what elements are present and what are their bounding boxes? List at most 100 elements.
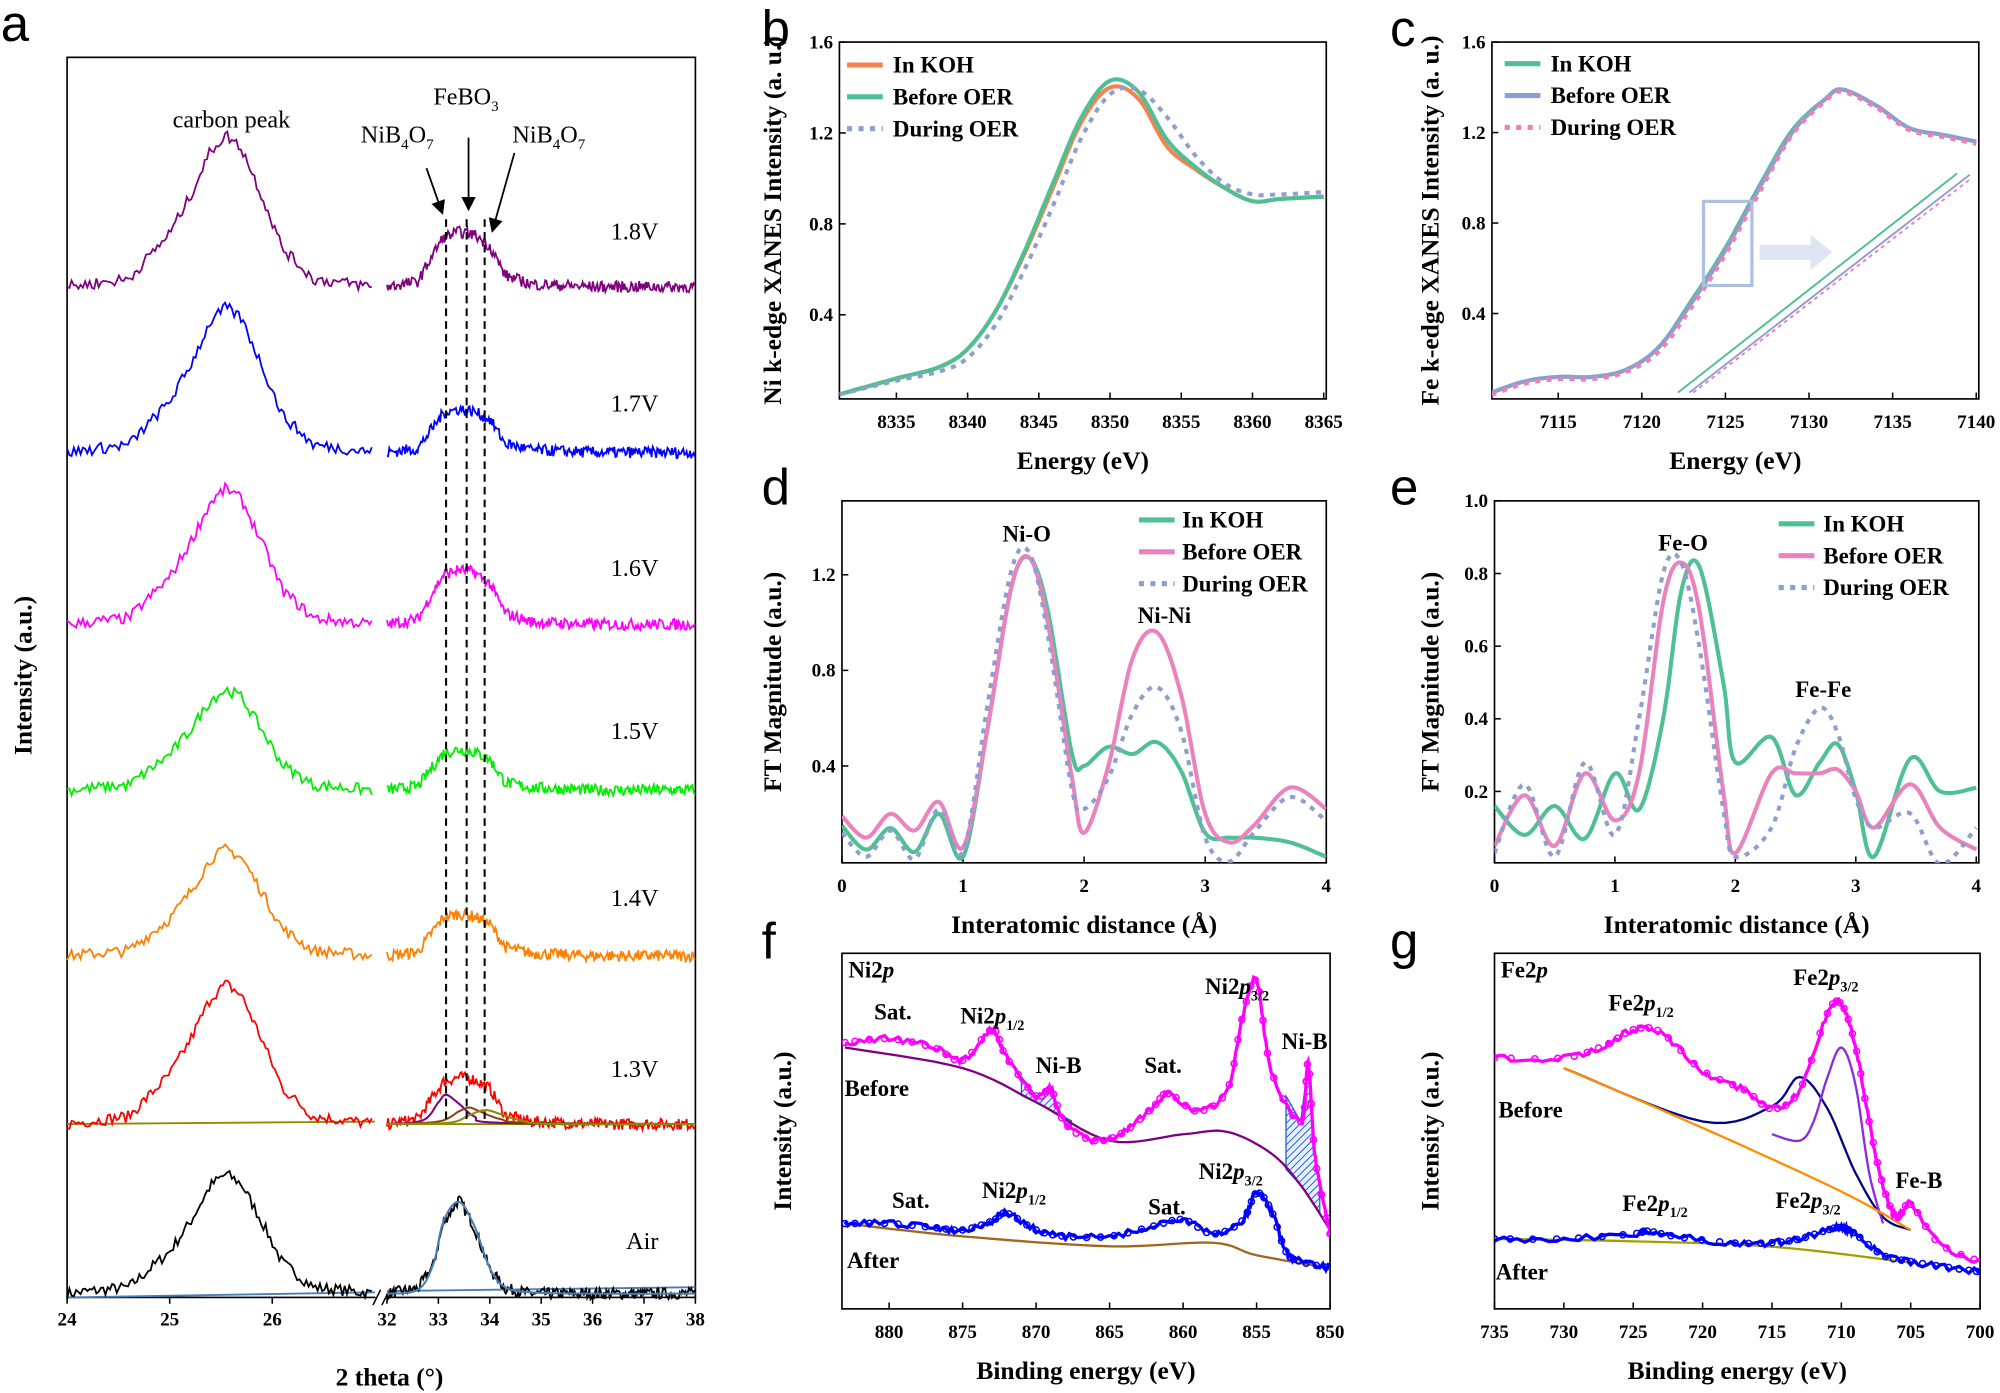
data-point <box>1810 1230 1819 1239</box>
data-point <box>1604 1039 1613 1048</box>
data-point <box>1667 1231 1675 1240</box>
voltage-label-1.5V: 1.5V <box>611 718 659 745</box>
data-point <box>1185 1217 1193 1226</box>
data-point <box>1677 1046 1685 1055</box>
inset-line <box>1688 173 1971 394</box>
data-point <box>950 1226 959 1234</box>
label-fe2p32-before: Fe2p3/2 <box>1793 965 1858 995</box>
xrd-line <box>386 403 696 460</box>
data-point <box>1181 1101 1190 1110</box>
label-after: After <box>1496 1260 1548 1285</box>
data-point <box>1873 1158 1882 1167</box>
x-tick-label: 8355 <box>1162 412 1200 433</box>
data-point <box>1211 1229 1220 1238</box>
y-tick-label: 0.2 <box>1464 782 1488 803</box>
series-During-OER <box>839 85 1324 397</box>
x-tick-label: 26 <box>263 1309 282 1330</box>
x-tick-label: 3 <box>1851 876 1861 897</box>
data-point <box>1069 1233 1078 1241</box>
y-axis-label: Intensity (a.u.) <box>8 596 37 755</box>
label-fe2p32-after: Fe2p3/2 <box>1775 1188 1840 1218</box>
data-point <box>1553 1054 1562 1063</box>
series-Before-OER <box>1494 560 1978 856</box>
voltage-label-1.6V: 1.6V <box>611 555 659 582</box>
data-point <box>1942 1244 1951 1252</box>
data-point <box>1897 1208 1906 1217</box>
data-point <box>1932 1261 1940 1270</box>
data-point <box>1294 1257 1303 1265</box>
data-point <box>1921 1222 1930 1231</box>
y-tick-label: 0.4 <box>1462 304 1486 325</box>
x-axis-label: Energy (eV) <box>1017 446 1149 475</box>
data-point <box>1117 1129 1126 1138</box>
data-point <box>1124 1228 1132 1237</box>
panel-e-fe-ft: 0 1 2 3 4 0.2 0.4 0.6 0.8 1.0 Interatomic distance… <box>1415 491 1981 939</box>
data-point <box>1507 1054 1515 1063</box>
data-point <box>1072 1129 1081 1137</box>
data-point <box>1955 1265 1964 1273</box>
x-tick-label: 715 <box>1758 1322 1787 1343</box>
x-tick-label: 7140 <box>1957 412 1995 433</box>
data-point <box>1749 1092 1758 1101</box>
data-point <box>1081 1134 1090 1142</box>
y-tick-label: 0.8 <box>812 661 836 682</box>
peak-fit-curve <box>386 1200 696 1295</box>
x-tick-label: 730 <box>1550 1322 1579 1343</box>
data-point <box>1807 1056 1816 1065</box>
data-point <box>1744 1239 1753 1248</box>
data-point <box>1230 1223 1238 1231</box>
label-sat1: Sat. <box>874 1000 912 1025</box>
plot-frame <box>841 952 1331 1310</box>
data-point <box>958 1226 967 1234</box>
label-ni2p32-after: Ni2p3/2 <box>1199 1159 1263 1189</box>
panel-letter-g: g <box>1390 912 1418 969</box>
fit-component <box>1563 1067 1912 1231</box>
data-point <box>1305 1070 1314 1078</box>
data-point <box>1242 997 1251 1006</box>
x-axis-label: Interatomic distance (Å) <box>951 910 1217 939</box>
data-point <box>1099 1136 1108 1145</box>
label-nib1: Ni-B <box>1036 1053 1082 1078</box>
data-point <box>1657 1229 1665 1238</box>
x-tick-label: 34 <box>480 1309 500 1330</box>
x-tick-label: 725 <box>1619 1322 1648 1343</box>
x-axis-label: Binding energy (eV) <box>976 1356 1195 1385</box>
data-point <box>1728 1080 1737 1089</box>
data-point <box>1645 1023 1653 1032</box>
plot-frame <box>1493 500 1980 864</box>
label-fe2p12-after: Fe2p1/2 <box>1622 1191 1687 1221</box>
c-legend-label: In KOH <box>1551 51 1632 76</box>
data-point <box>1825 1225 1834 1234</box>
arrow-right-icon <box>1759 234 1833 271</box>
axis-break-gap <box>375 1289 387 1306</box>
x-tick-label: 710 <box>1827 1322 1856 1343</box>
data-point <box>1251 1190 1260 1198</box>
data-point <box>894 1035 902 1044</box>
e-legend-label: Before OER <box>1823 543 1943 568</box>
e-legend-label: During OER <box>1823 575 1949 600</box>
trace-1.7V <box>66 300 696 460</box>
data-point <box>1494 1054 1499 1062</box>
x-tick-label: 8360 <box>1233 412 1271 433</box>
peak-fit-curve <box>386 1093 696 1126</box>
plot-frame <box>1491 41 1980 400</box>
xrd-line <box>386 745 696 799</box>
x-tick-label: 4 <box>1321 876 1331 897</box>
data-point <box>1136 1115 1144 1124</box>
series-During-OER <box>1494 551 1978 863</box>
data-point <box>1757 1239 1765 1248</box>
data-point <box>1530 1054 1539 1063</box>
x-tick-label: 36 <box>583 1309 602 1330</box>
data-point <box>851 1037 859 1046</box>
data-point <box>865 1035 874 1044</box>
data-point <box>1045 1085 1054 1093</box>
data-point <box>1649 1228 1658 1236</box>
data-point <box>1246 982 1255 990</box>
data-point <box>1964 1266 1973 1275</box>
plot-frame <box>1493 952 1981 1310</box>
data-point <box>932 1223 941 1232</box>
fe-o-label: Fe-O <box>1658 531 1708 556</box>
data-point <box>1110 1231 1118 1240</box>
data-point <box>1931 1235 1939 1244</box>
